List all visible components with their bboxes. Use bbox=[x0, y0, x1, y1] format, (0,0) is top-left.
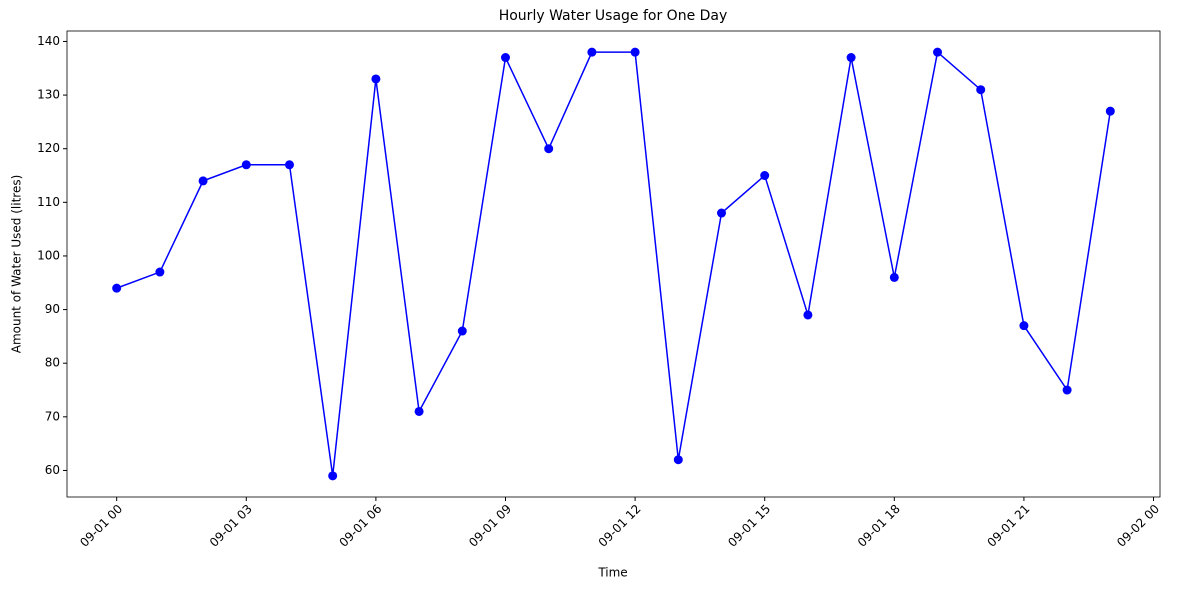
point bbox=[846, 53, 856, 63]
point bbox=[112, 283, 122, 293]
point bbox=[198, 176, 208, 186]
x-tick-label: 09-01 21 bbox=[984, 502, 1032, 550]
point bbox=[328, 471, 338, 481]
y-tick-label: 140 bbox=[37, 34, 60, 48]
x-tick-label: 09-01 09 bbox=[466, 502, 514, 550]
point bbox=[284, 160, 294, 170]
y-tick-label: 100 bbox=[37, 248, 60, 262]
point bbox=[241, 160, 251, 170]
point bbox=[587, 47, 597, 57]
x-axis-label: Time bbox=[597, 566, 627, 580]
point bbox=[717, 208, 727, 218]
point bbox=[803, 310, 813, 320]
plot-frame bbox=[66, 30, 1161, 498]
point bbox=[1062, 385, 1072, 395]
line bbox=[116, 50, 1112, 476]
point bbox=[630, 47, 640, 57]
y-tick-label: 110 bbox=[37, 195, 60, 209]
y-axis-label: Amount of Water Used (litres) bbox=[10, 175, 24, 354]
point bbox=[414, 406, 424, 416]
y-tick-label: 60 bbox=[45, 463, 60, 477]
point bbox=[1019, 321, 1029, 331]
point bbox=[155, 267, 165, 277]
y-tick-label: 130 bbox=[37, 88, 60, 102]
y-tick-label: 80 bbox=[45, 356, 60, 370]
x-tick-label: 09-01 12 bbox=[596, 502, 644, 550]
chart-title: Hourly Water Usage for One Day bbox=[499, 8, 728, 24]
point bbox=[673, 455, 683, 465]
x-tick-label: 09-01 00 bbox=[77, 502, 125, 550]
point bbox=[457, 326, 467, 336]
y-tick-label: 70 bbox=[45, 409, 60, 423]
point bbox=[760, 171, 770, 181]
point bbox=[889, 272, 899, 282]
point bbox=[1105, 106, 1115, 116]
point bbox=[544, 144, 554, 154]
x-tick-label: 09-01 15 bbox=[725, 502, 773, 550]
point bbox=[933, 47, 943, 57]
x-tick-label: 09-02 00 bbox=[1114, 502, 1162, 550]
point bbox=[371, 74, 381, 84]
x-tick-label: 09-01 06 bbox=[336, 502, 384, 550]
point bbox=[500, 53, 510, 63]
y-tick-label: 120 bbox=[37, 141, 60, 155]
y-tick-label: 90 bbox=[45, 302, 60, 316]
point bbox=[976, 85, 986, 95]
x-tick-label: 09-01 03 bbox=[207, 502, 255, 550]
x-tick-label: 09-01 18 bbox=[855, 502, 903, 550]
